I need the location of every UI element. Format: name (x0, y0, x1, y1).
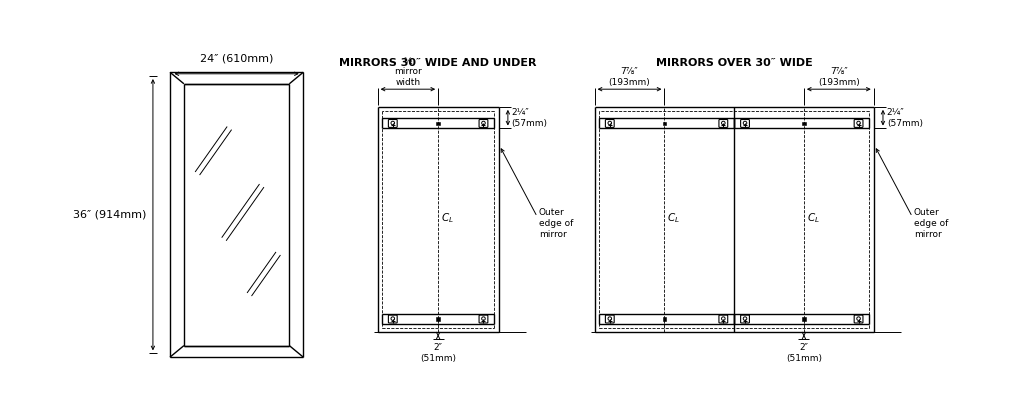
Text: 7⅞″
(193mm): 7⅞″ (193mm) (609, 67, 651, 87)
Bar (437, 317, 440, 321)
Text: ½
mirror
width: ½ mirror width (394, 57, 421, 87)
Text: MIRRORS 30″ WIDE AND UNDER: MIRRORS 30″ WIDE AND UNDER (339, 58, 537, 68)
Bar (803, 317, 806, 321)
Text: $\mathit{C}_L$: $\mathit{C}_L$ (807, 211, 820, 225)
Text: Outer
edge of
mirror: Outer edge of mirror (539, 208, 573, 239)
Bar (663, 317, 666, 321)
Text: Outer
edge of
mirror: Outer edge of mirror (914, 208, 948, 239)
Bar (437, 122, 440, 125)
Bar (803, 122, 806, 125)
Text: $\mathit{C}_L$: $\mathit{C}_L$ (441, 211, 454, 225)
Text: $\mathit{C}_L$: $\mathit{C}_L$ (667, 211, 680, 225)
Text: 24″ (610mm): 24″ (610mm) (200, 53, 274, 63)
Text: MIRRORS OVER 30″ WIDE: MIRRORS OVER 30″ WIDE (656, 58, 813, 68)
Text: 2″
(51mm): 2″ (51mm) (786, 343, 822, 364)
Text: 36″ (914mm): 36″ (914mm) (74, 210, 147, 220)
Text: 7⅞″
(193mm): 7⅞″ (193mm) (818, 67, 860, 87)
Text: 2″
(51mm): 2″ (51mm) (420, 343, 456, 364)
Bar (663, 122, 666, 125)
Text: 2¼″
(57mm): 2¼″ (57mm) (511, 108, 547, 128)
Text: 2¼″
(57mm): 2¼″ (57mm) (887, 108, 922, 128)
